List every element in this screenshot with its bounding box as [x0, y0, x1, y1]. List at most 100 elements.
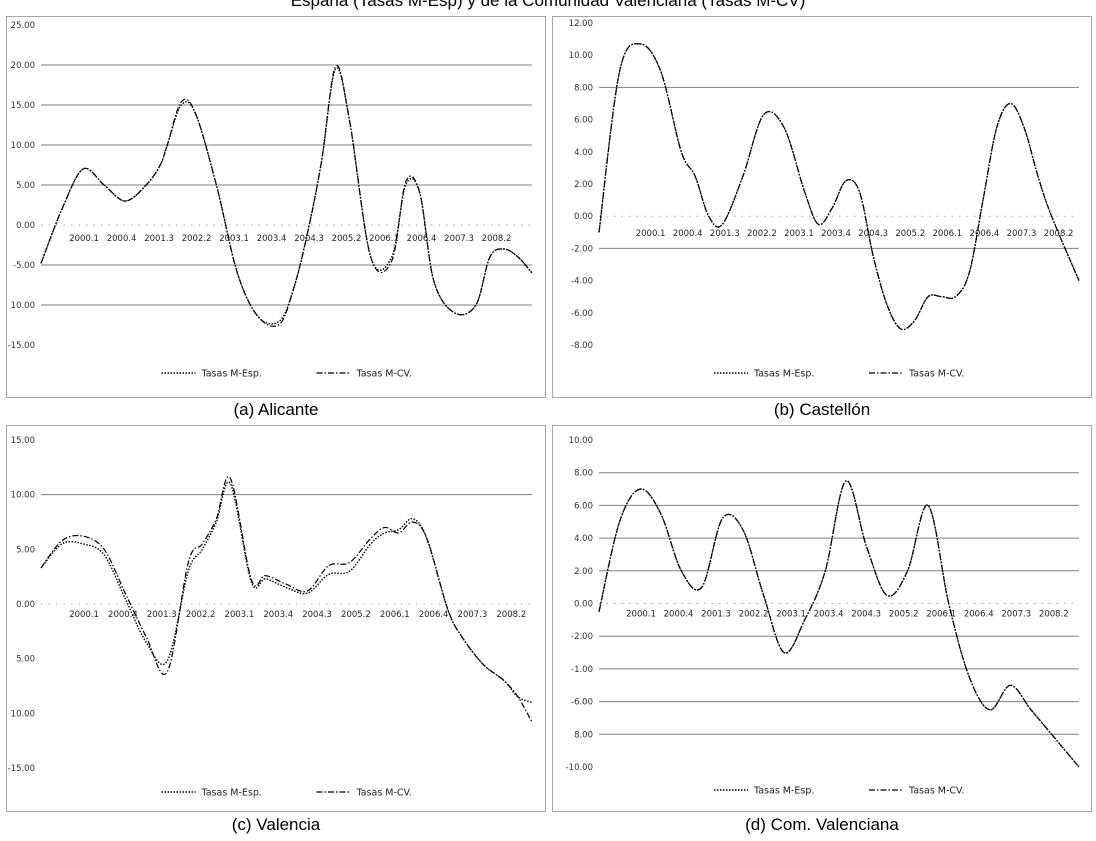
y-tick-label: 4.00 [574, 148, 593, 158]
caption-castellon: (b) Castellón [773, 400, 871, 419]
legend-label: Tasas M-CV. [908, 786, 964, 797]
y-tick-label: 6.00 [574, 501, 593, 511]
x-tick-label: 2001.3 [701, 610, 731, 620]
x-tick-label: 2001.3 [147, 610, 177, 620]
x-tick-label: 2002.2 [182, 234, 212, 244]
caption-alicante: (a) Alicante [233, 400, 319, 419]
chart-svg-alicante: -15.00 10.00 -5.00 0.00 5.00 10.00 15.00 20.00 2… [8, 21, 533, 380]
x-tick-label: 2006.1 [926, 610, 956, 620]
x-tick-label: 2000.1 [69, 610, 99, 620]
x-tick-label: 2001.3 [710, 229, 740, 239]
series-line [40, 67, 533, 325]
x-tick-label: 2005.2 [341, 610, 371, 620]
x-tick-label: 2003.4 [263, 610, 293, 620]
x-tick-label: 2004.3 [858, 229, 888, 239]
y-tick-label: -6.00 [571, 309, 593, 319]
x-tick-label: 2003.4 [821, 229, 851, 239]
x-tick-label: 2000.4 [107, 234, 137, 244]
x-tick-label: 2005.2 [895, 229, 925, 239]
x-tick-label: 2000.4 [664, 610, 694, 620]
y-tick-label: 10.00 [11, 301, 35, 311]
legend-label: Tasas M-Esp. [753, 369, 814, 380]
x-tick-label: 2003.1 [784, 229, 814, 239]
y-tick-label: 2.00 [574, 180, 593, 190]
y-tick-label: 10.00 [11, 709, 35, 719]
y-tick-label: 25.00 [11, 21, 35, 31]
series-line [598, 43, 1080, 331]
y-tick-label: -10.00 [566, 763, 593, 773]
series-line [598, 480, 1080, 768]
x-tick-label: 2006.1 [369, 234, 399, 244]
x-tick-label: 2007.3 [1001, 610, 1031, 620]
y-tick-label: -15.00 [8, 341, 35, 351]
y-tick-label: -8.00 [571, 341, 593, 351]
series-line [598, 480, 1080, 768]
y-tick-label: -4.00 [571, 277, 593, 287]
y-tick-label: 5.00 [16, 655, 35, 665]
y-tick-label: 0.00 [574, 212, 593, 222]
y-tick-label: -6.00 [571, 698, 593, 708]
y-tick-label: -15.00 [8, 764, 35, 774]
chart-svg-com-valenciana: -10.00 8.00 -6.00 -1.00 -2.00 0.00 2.00 4.00 6.0… [566, 436, 1080, 797]
x-tick-label: 2002.2 [739, 610, 769, 620]
x-tick-label: 2008.2 [1039, 610, 1069, 620]
y-tick-label: -2.00 [571, 632, 593, 642]
legend-label: Tasas M-CV. [908, 369, 964, 380]
y-tick-label: 8.00 [574, 83, 593, 93]
legend-label: Tasas M-CV. [356, 788, 412, 799]
x-tick-label: 2003.1 [219, 234, 249, 244]
y-tick-label: 4.00 [574, 534, 593, 544]
caption-com-valenciana: (d) Com. Valenciana [745, 815, 899, 834]
x-tick-label: 2006.4 [407, 234, 437, 244]
x-tick-label: 2000.1 [69, 234, 99, 244]
legend-label: Tasas M-Esp. [201, 369, 262, 380]
x-tick-label: 2008.2 [496, 610, 526, 620]
y-tick-label: 0.00 [16, 221, 35, 231]
x-tick-label: 2005.2 [332, 234, 362, 244]
x-tick-label: 2008.2 [482, 234, 512, 244]
chart-svg-castellon: -8.00 -6.00 -4.00 -2.00 0.00 2.00 4.00 6.00 8.00… [569, 19, 1080, 380]
x-tick-label: 2000.4 [673, 229, 703, 239]
y-tick-label: 12.00 [569, 19, 593, 29]
x-tick-label: 2000.1 [636, 229, 666, 239]
y-tick-label: 15.00 [11, 436, 35, 446]
series-line [40, 481, 533, 704]
legend-label: Tasas M-CV. [356, 369, 412, 380]
y-tick-label: 10.00 [11, 491, 35, 501]
y-tick-label: 8.00 [574, 469, 593, 479]
x-tick-label: 2004.3 [851, 610, 881, 620]
x-tick-label: 2000.4 [108, 610, 138, 620]
y-tick-label: 5.00 [16, 181, 35, 191]
chart-panel-castellon: -8.00 -6.00 -4.00 -2.00 0.00 2.00 4.00 6.00 8.00… [552, 16, 1092, 398]
x-tick-label: 2004.3 [294, 234, 324, 244]
chart-panel-valencia: -15.00 10.00 5.00 0.00 5.00 10.00 15.00 2000.1 2… [6, 425, 546, 812]
y-tick-label: 8.00 [574, 730, 593, 740]
y-tick-label: 15.00 [11, 101, 35, 111]
chart-panel-alicante: -15.00 10.00 -5.00 0.00 5.00 10.00 15.00 20.00 2… [6, 16, 546, 398]
legend-label: Tasas M-Esp. [201, 788, 262, 799]
y-tick-label: -1.00 [571, 665, 593, 675]
x-tick-label: 2006.1 [380, 610, 410, 620]
x-tick-label: 2004.3 [302, 610, 332, 620]
x-tick-label: 2003.1 [776, 610, 806, 620]
x-tick-label: 2006.1 [932, 229, 962, 239]
y-tick-label: 10.00 [569, 51, 593, 61]
chart-svg-valencia: -15.00 10.00 5.00 0.00 5.00 10.00 15.00 2000.1 2… [8, 436, 533, 799]
x-tick-label: 2007.3 [1007, 229, 1037, 239]
x-tick-label: 2006.4 [964, 610, 994, 620]
legend-label: Tasas M-Esp. [753, 786, 814, 797]
x-tick-label: 2007.3 [444, 234, 474, 244]
x-tick-label: 2002.2 [186, 610, 216, 620]
series-line [40, 65, 533, 327]
caption-valencia: (c) Valencia [231, 815, 321, 834]
series-line [40, 476, 533, 723]
chart-panel-com-valenciana: -10.00 8.00 -6.00 -1.00 -2.00 0.00 2.00 4.00 6.0… [552, 425, 1092, 812]
x-tick-label: 2006.4 [970, 229, 1000, 239]
y-tick-label: 6.00 [574, 116, 593, 126]
y-tick-label: 0.00 [16, 600, 35, 610]
x-tick-label: 2002.2 [747, 229, 777, 239]
y-tick-label: 5.00 [16, 545, 35, 555]
x-tick-label: 2000.1 [626, 610, 656, 620]
x-tick-label: 2003.1 [225, 610, 255, 620]
y-tick-label: -5.00 [13, 261, 35, 271]
